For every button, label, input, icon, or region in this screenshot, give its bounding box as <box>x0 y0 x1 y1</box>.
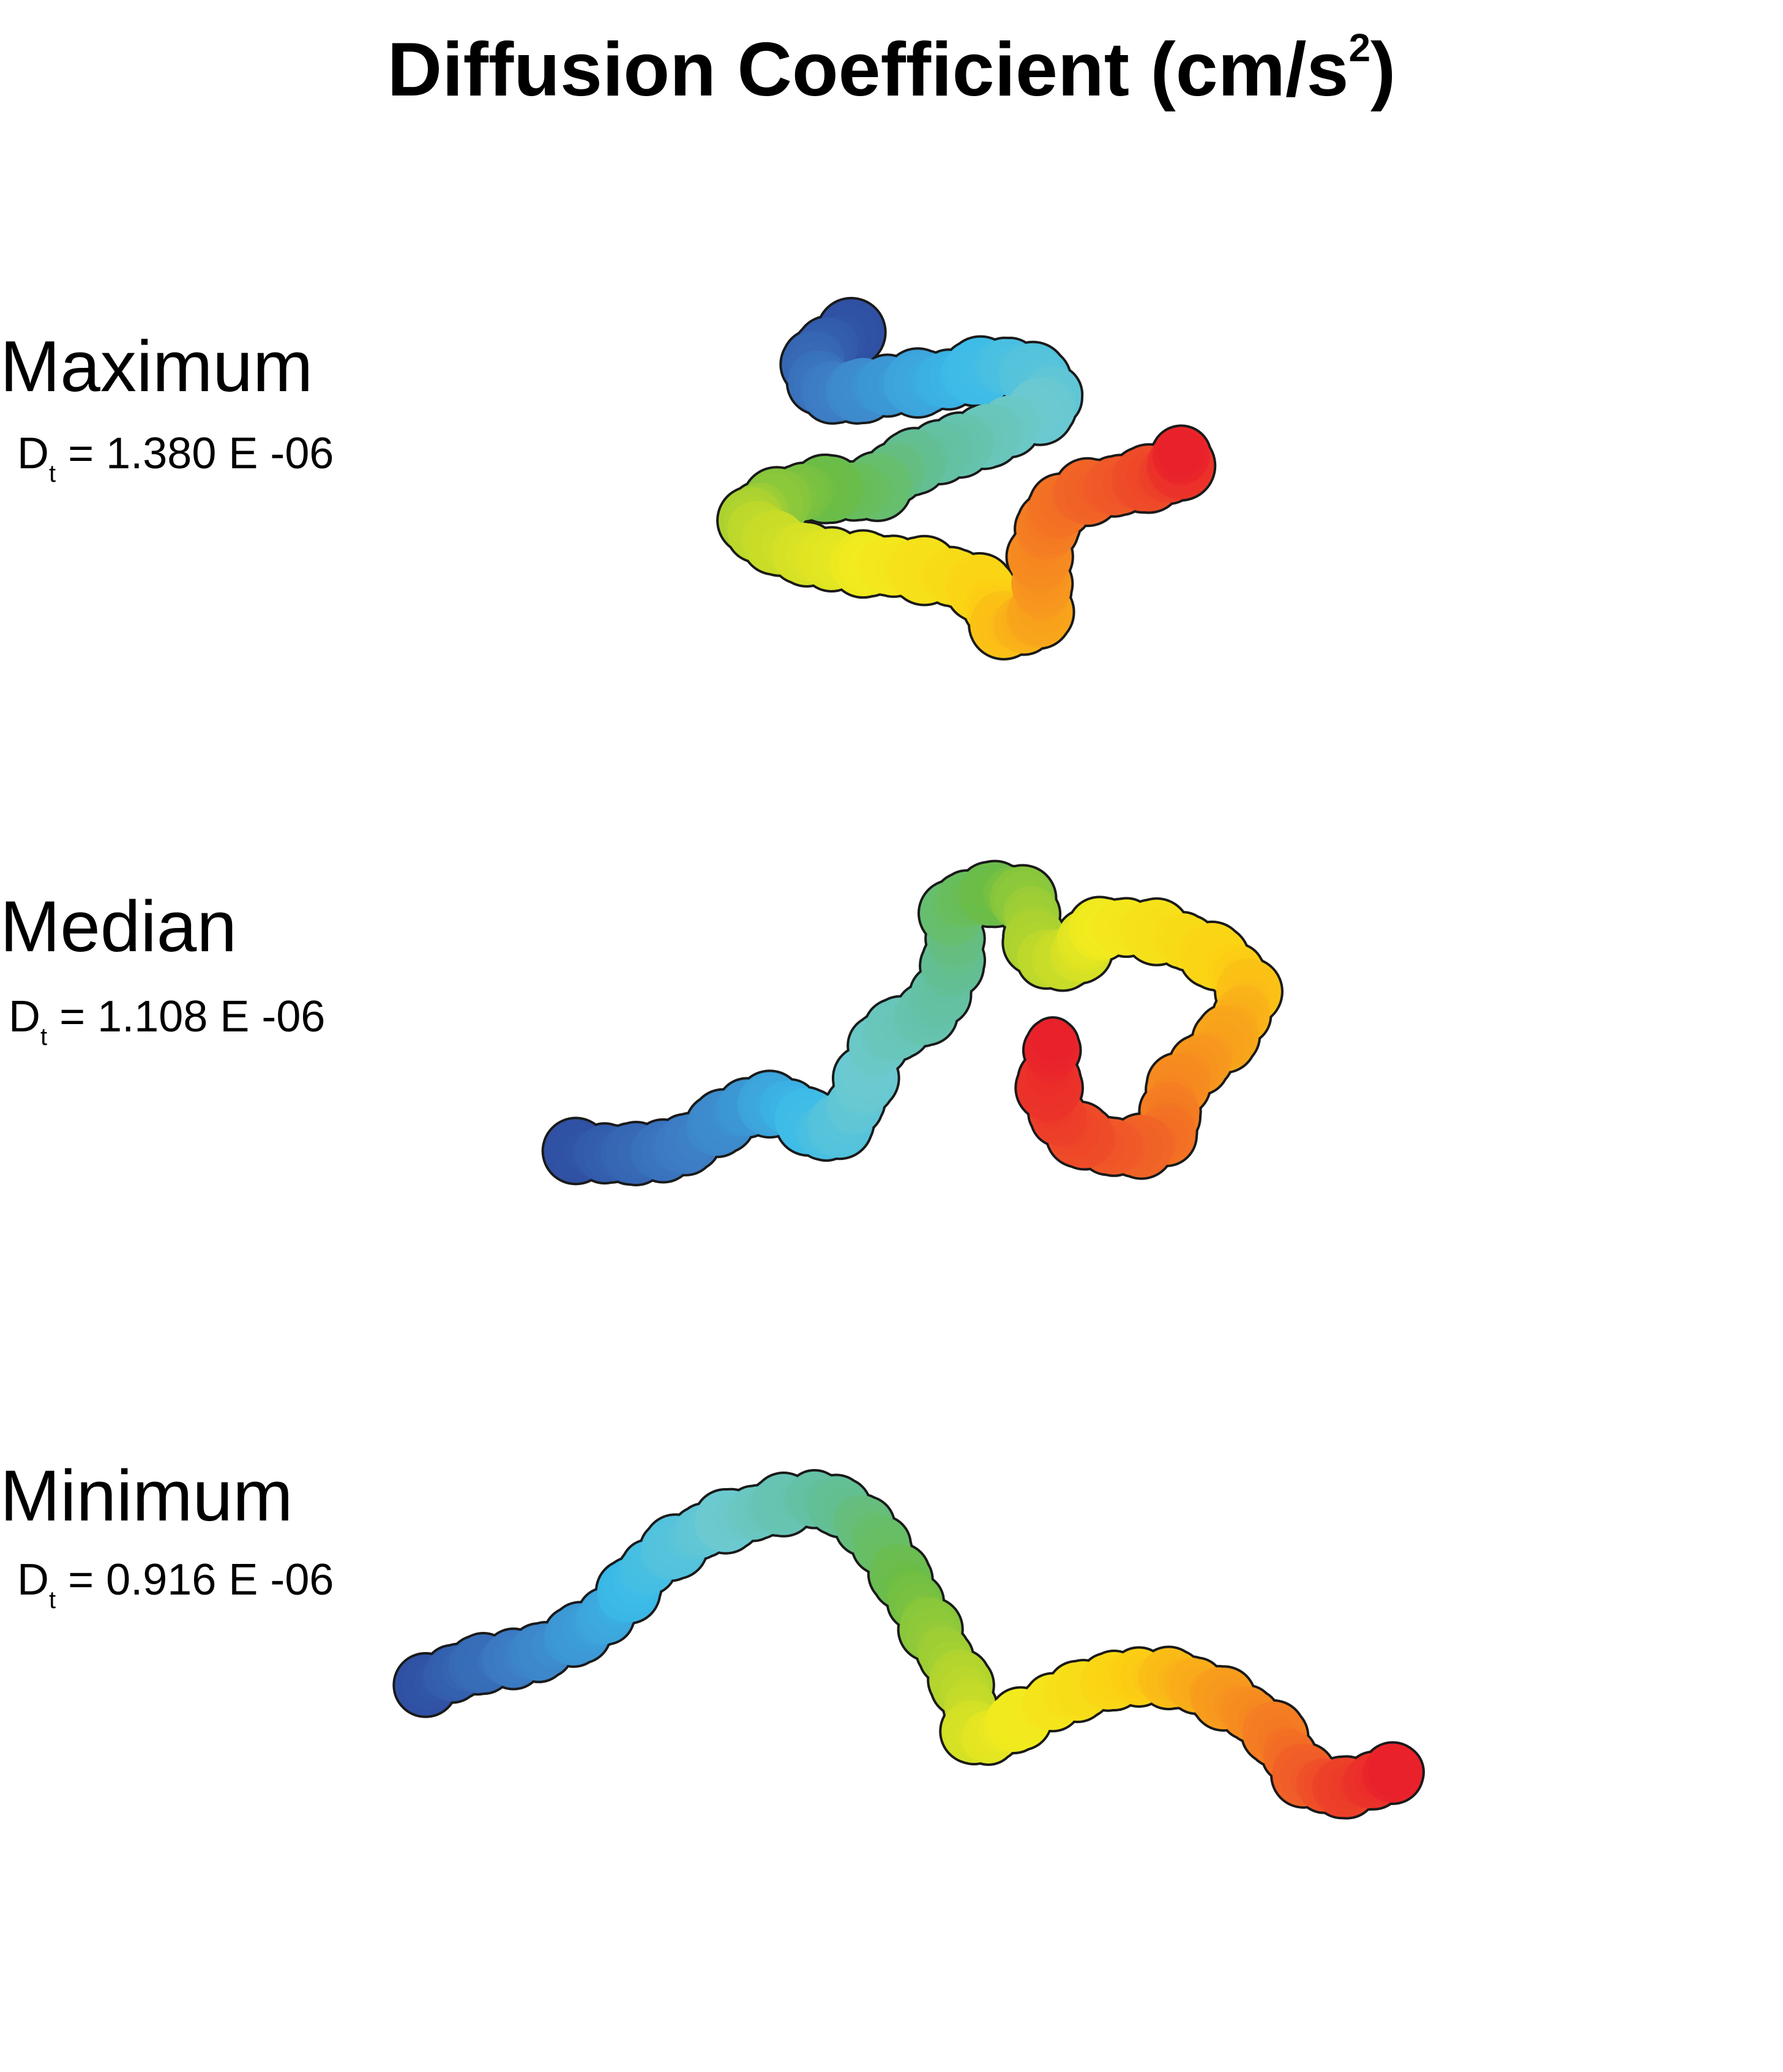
atom-bead <box>1158 430 1205 476</box>
molecule-maximum <box>716 297 1217 660</box>
dt-value-minimum: Dt = 0.916 E -06 <box>17 1555 334 1614</box>
atom-bead <box>1369 1745 1422 1799</box>
molecule-surface <box>395 1471 1422 1817</box>
molecule-surface <box>544 862 1281 1184</box>
molecule-median <box>541 859 1284 1187</box>
panel-label-minimum: Minimum <box>0 1456 293 1536</box>
molecule-minimum <box>392 1468 1425 1820</box>
panel-label-median: Median <box>0 886 237 967</box>
dt-value-median: Dt = 1.108 E -06 <box>9 992 326 1050</box>
panel-label-maximum: Maximum <box>0 326 313 407</box>
molecule-surface <box>719 299 1214 658</box>
dt-value-maximum: Dt = 1.380 E -06 <box>17 429 334 487</box>
atom-bead <box>1031 1019 1075 1063</box>
figure-title: Diffusion Coefficient (cm/s2) <box>387 26 1396 112</box>
